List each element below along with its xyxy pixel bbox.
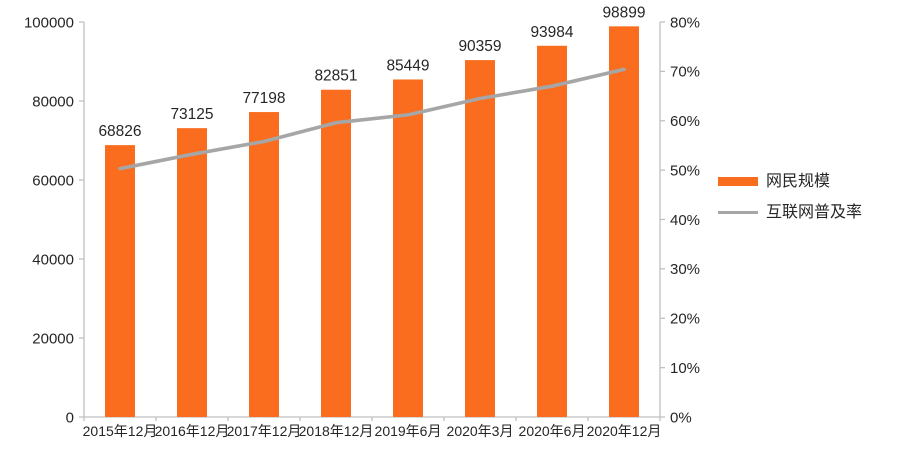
bar-series-swatch	[718, 177, 758, 187]
bar-data-label: 85449	[386, 57, 429, 74]
left-axis-tick-label: 40000	[32, 251, 74, 268]
bar-2019年6月	[393, 79, 423, 418]
legend-label-line-series: 互联网普及率	[766, 204, 863, 222]
right-axis-tick-label: 10%	[670, 360, 700, 377]
bar-data-label: 90359	[458, 38, 501, 55]
x-axis-category-label: 2019年6月	[375, 423, 442, 439]
x-axis-category-label: 2016年12月	[155, 423, 230, 439]
line-series-swatch	[718, 211, 758, 215]
bar-data-label: 68826	[98, 123, 141, 140]
right-axis-tick-label: 50%	[670, 162, 700, 179]
penetration-rate-line	[118, 67, 626, 171]
left-axis-tick-label: 0	[66, 409, 74, 426]
right-axis-tick-label: 40%	[670, 212, 700, 229]
bar-2016年12月	[177, 128, 207, 417]
left-axis-tick-label: 80000	[32, 93, 74, 110]
left-axis-tick-label: 20000	[32, 330, 74, 347]
bar-2017年12月	[249, 112, 279, 417]
left-axis-tick-label: 100000	[24, 14, 74, 31]
legend-label-bar-series: 网民规模	[766, 173, 831, 190]
bar-2020年3月	[465, 60, 495, 418]
left-axis-tick-label: 60000	[32, 172, 74, 189]
chart-legend: 网民规模 互联网普及率	[718, 172, 862, 222]
x-axis-category-label: 2017年12月	[227, 423, 302, 439]
right-axis-tick-label: 30%	[670, 261, 700, 278]
right-axis-tick-label: 0%	[670, 409, 692, 426]
bar-data-label: 73125	[170, 106, 213, 123]
x-axis-category-label: 2020年6月	[519, 423, 586, 439]
legend-item-line-series: 互联网普及率	[718, 203, 862, 222]
bar-2020年12月	[609, 26, 639, 418]
bar-data-label: 77198	[242, 90, 285, 107]
right-axis-tick-label: 60%	[670, 113, 700, 130]
bar-data-label: 98899	[602, 4, 645, 21]
bar-2015年12月	[105, 145, 135, 417]
right-axis-tick-label: 80%	[670, 14, 700, 31]
right-axis-tick-label: 20%	[670, 311, 700, 328]
x-axis-category-label: 2020年12月	[587, 423, 662, 439]
right-axis-tick-label: 70%	[670, 64, 700, 81]
bar-data-label: 82851	[314, 68, 357, 85]
x-axis-category-label: 2018年12月	[299, 423, 374, 439]
bar-2020年6月	[537, 45, 567, 418]
x-axis-category-label: 2015年12月	[83, 423, 158, 439]
bar-2018年12月	[321, 89, 351, 417]
bar-data-label: 93984	[530, 24, 573, 41]
x-axis-category-label: 2020年3月	[447, 423, 514, 439]
legend-item-bar-series: 网民规模	[718, 172, 862, 191]
